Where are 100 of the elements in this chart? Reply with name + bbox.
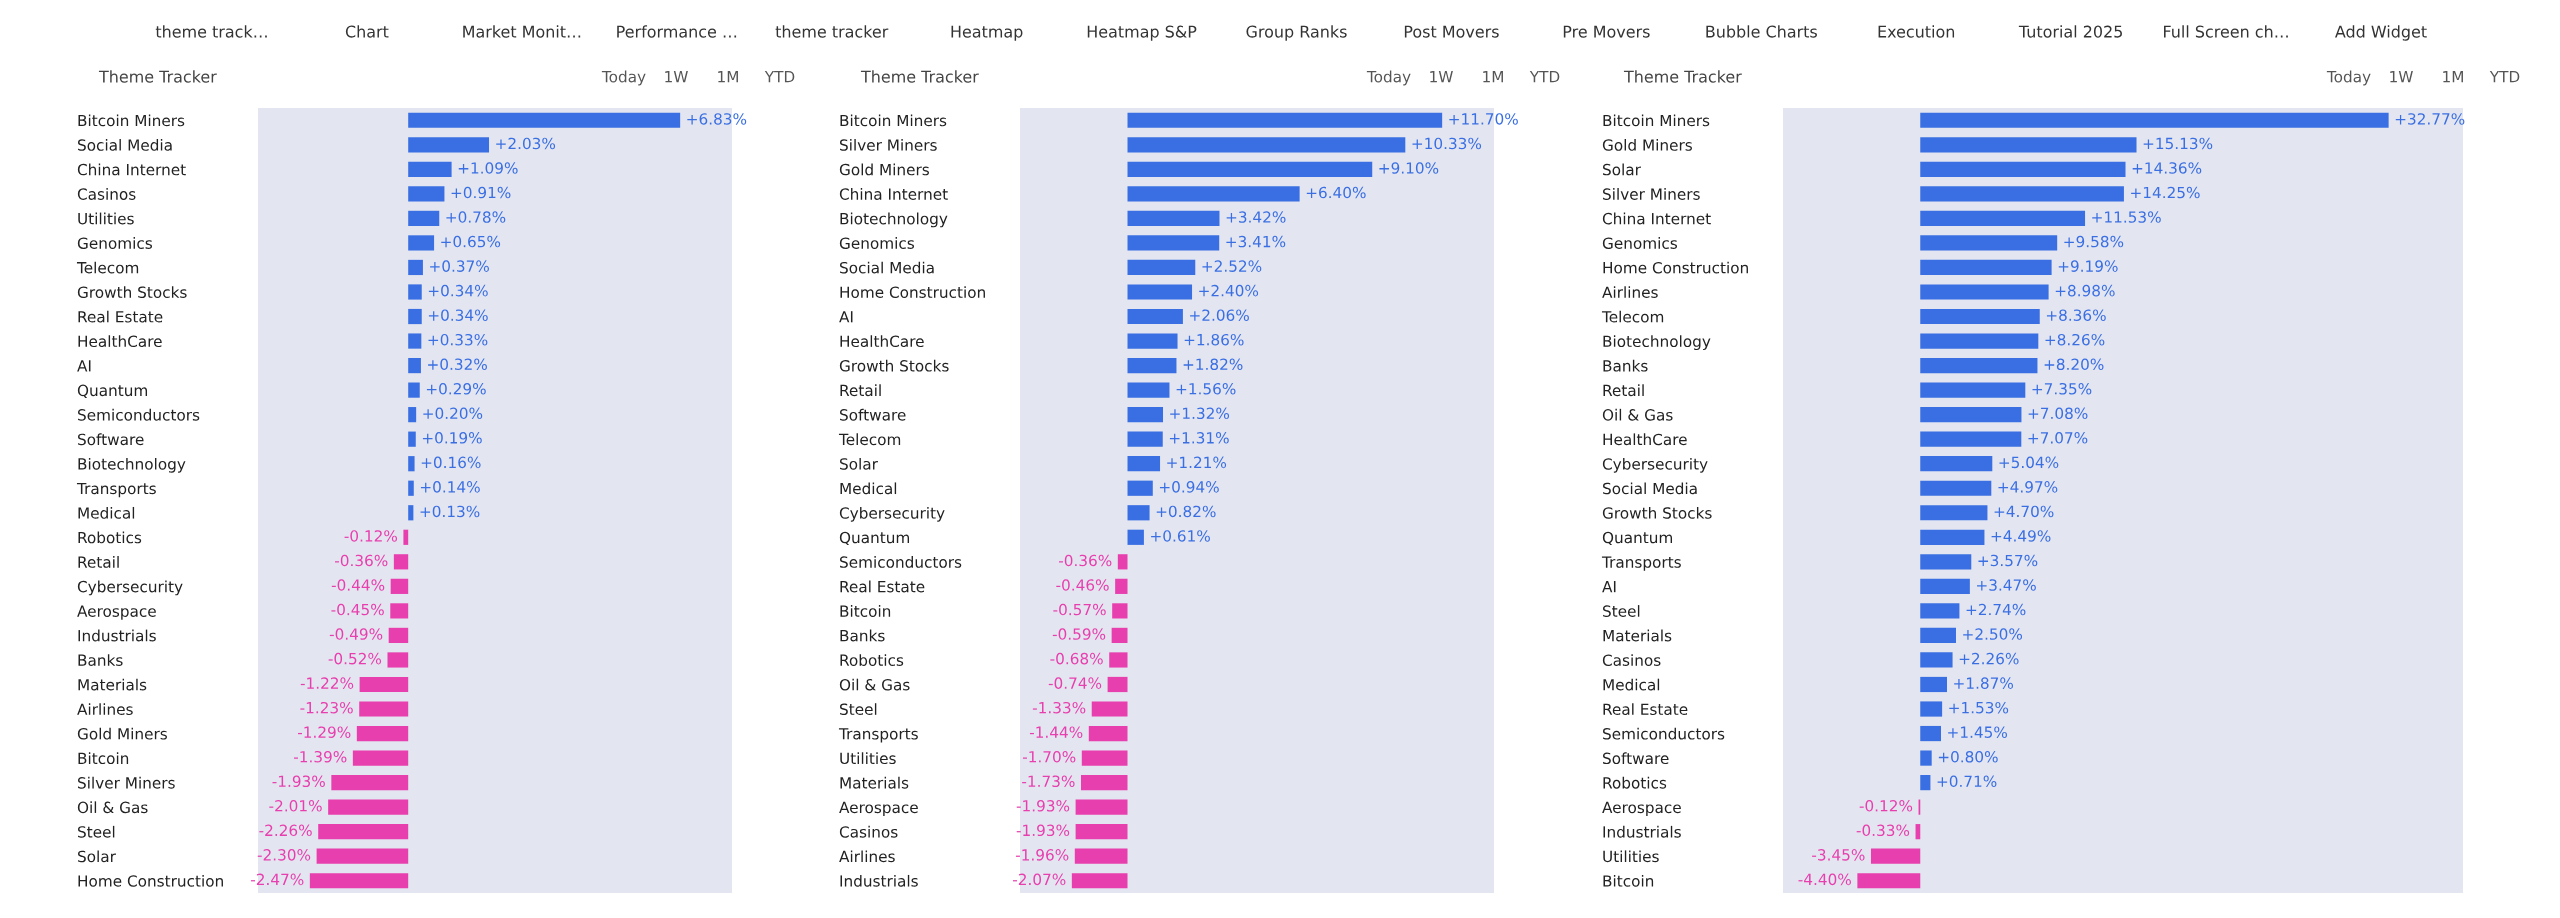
- y-tick-label: Transports: [838, 728, 918, 743]
- y-tick-label: Solar: [1603, 163, 1641, 176]
- data-label: -0.45%: [331, 603, 384, 616]
- data-label: +11.70%: [1449, 113, 1518, 125]
- bar: [1920, 676, 1947, 693]
- bar: [408, 284, 422, 300]
- y-tick-label: Software: [1603, 752, 1669, 765]
- data-label: +1.82%: [1183, 358, 1243, 371]
- bar: [1920, 210, 2086, 226]
- y-tick-label: Cybersecurity: [839, 506, 945, 522]
- y-tick-label: Semiconductors: [840, 556, 962, 568]
- data-label: +3.47%: [1977, 579, 2036, 591]
- y-tick-label: Steel: [1603, 605, 1640, 617]
- y-tick-label: Robotics: [840, 654, 904, 666]
- y-tick-label: Social Media: [840, 261, 934, 274]
- bar: [331, 775, 409, 791]
- bar: [352, 750, 409, 766]
- text: YTD: [2489, 71, 2520, 83]
- y-tick-label: Airlines: [77, 703, 133, 716]
- y-tick-label: Casinos: [839, 825, 898, 838]
- data-label: -2.47%: [250, 873, 304, 886]
- data-label: -0.74%: [1048, 677, 1102, 689]
- data-label: +8.20%: [2044, 358, 2104, 371]
- data-label: -1.93%: [272, 775, 325, 788]
- bar: [1920, 529, 1985, 545]
- bar: [1920, 308, 2040, 325]
- bar: [1920, 456, 1993, 472]
- y-tick-label: China Internet: [77, 163, 186, 176]
- text: Theme Tracker: [860, 70, 979, 83]
- y-tick-label: Aerospace: [839, 801, 918, 817]
- bar: [359, 676, 409, 693]
- text: Chart: [345, 25, 389, 38]
- y-tick-label: Casinos: [1602, 654, 1661, 666]
- y-tick-label: Banks: [840, 629, 885, 642]
- y-tick-label: Steel: [840, 703, 877, 716]
- y-tick-label: Airlines: [1602, 286, 1658, 299]
- text: 1M: [1483, 71, 1503, 83]
- data-label: -0.36%: [335, 554, 388, 567]
- data-label: -0.33%: [1856, 824, 1910, 837]
- bar: [1920, 407, 2022, 423]
- data-label: +0.82%: [1156, 505, 1216, 518]
- y-tick-label: Software: [78, 433, 144, 446]
- bar: [390, 603, 409, 619]
- text: Execution: [1878, 25, 1955, 38]
- text: 1M: [718, 71, 738, 83]
- data-label: +15.13%: [2143, 137, 2213, 150]
- data-label: +7.35%: [2032, 382, 2092, 395]
- bar: [408, 308, 422, 325]
- y-tick-label: Medical: [78, 506, 135, 519]
- data-label: -1.23%: [300, 701, 353, 714]
- data-label: +14.36%: [2132, 162, 2202, 174]
- data-label: -1.29%: [297, 726, 351, 738]
- text: Theme Tracker: [98, 70, 217, 83]
- data-label: -0.44%: [331, 579, 385, 591]
- data-label: +1.09%: [458, 162, 518, 174]
- y-tick-label: Quantum: [1602, 531, 1673, 546]
- y-tick-label: HealthCare: [840, 335, 924, 348]
- y-tick-label: Oil & Gas: [77, 801, 148, 814]
- bar: [408, 382, 420, 398]
- bar: [1920, 775, 1931, 791]
- data-label: +8.26%: [2045, 333, 2105, 346]
- data-label: +4.70%: [1994, 505, 2054, 518]
- data-label: -3.45%: [1812, 849, 1865, 861]
- y-tick-label: Home Construction: [78, 874, 223, 887]
- y-tick-label: Social Media: [78, 138, 172, 151]
- data-label: -0.52%: [328, 652, 382, 665]
- data-label: +11.53%: [2092, 211, 2161, 223]
- bar: [408, 210, 440, 226]
- bar: [1920, 431, 2022, 447]
- bar: [1127, 186, 1300, 202]
- data-label: -0.68%: [1050, 652, 1103, 665]
- data-label: +1.86%: [1184, 333, 1244, 346]
- y-tick-label: Medical: [840, 482, 897, 495]
- y-tick-label: Bitcoin Miners: [840, 114, 947, 127]
- y-tick-label: Biotechnology: [78, 457, 186, 473]
- data-label: -2.26%: [259, 824, 312, 837]
- data-label: +7.07%: [2028, 432, 2088, 444]
- data-label: +9.10%: [1379, 162, 1439, 174]
- y-tick-label: Growth Stocks: [77, 286, 187, 299]
- data-label: +1.31%: [1169, 432, 1229, 444]
- text: Bubble Charts: [1706, 25, 1817, 38]
- data-label: +0.65%: [441, 235, 501, 248]
- text: Today: [601, 70, 646, 86]
- text: 1W: [2390, 71, 2413, 83]
- data-label: +7.08%: [2028, 407, 2088, 420]
- text: Theme Tracker: [1623, 70, 1742, 83]
- bar: [1075, 799, 1128, 815]
- text: Post Movers: [1404, 25, 1499, 38]
- bar: [1127, 456, 1161, 472]
- data-label: +0.13%: [420, 505, 480, 518]
- y-tick-label: Genomics: [1602, 237, 1678, 249]
- y-tick-label: Semiconductors: [78, 408, 200, 421]
- bar: [1920, 627, 1956, 644]
- bar: [316, 848, 409, 864]
- y-tick-label: Quantum: [839, 531, 910, 546]
- data-label: -0.36%: [1058, 554, 1112, 567]
- y-tick-label: Cybersecurity: [77, 580, 183, 596]
- data-label: -1.33%: [1032, 701, 1086, 714]
- text: YTD: [764, 71, 795, 83]
- bar: [388, 627, 409, 644]
